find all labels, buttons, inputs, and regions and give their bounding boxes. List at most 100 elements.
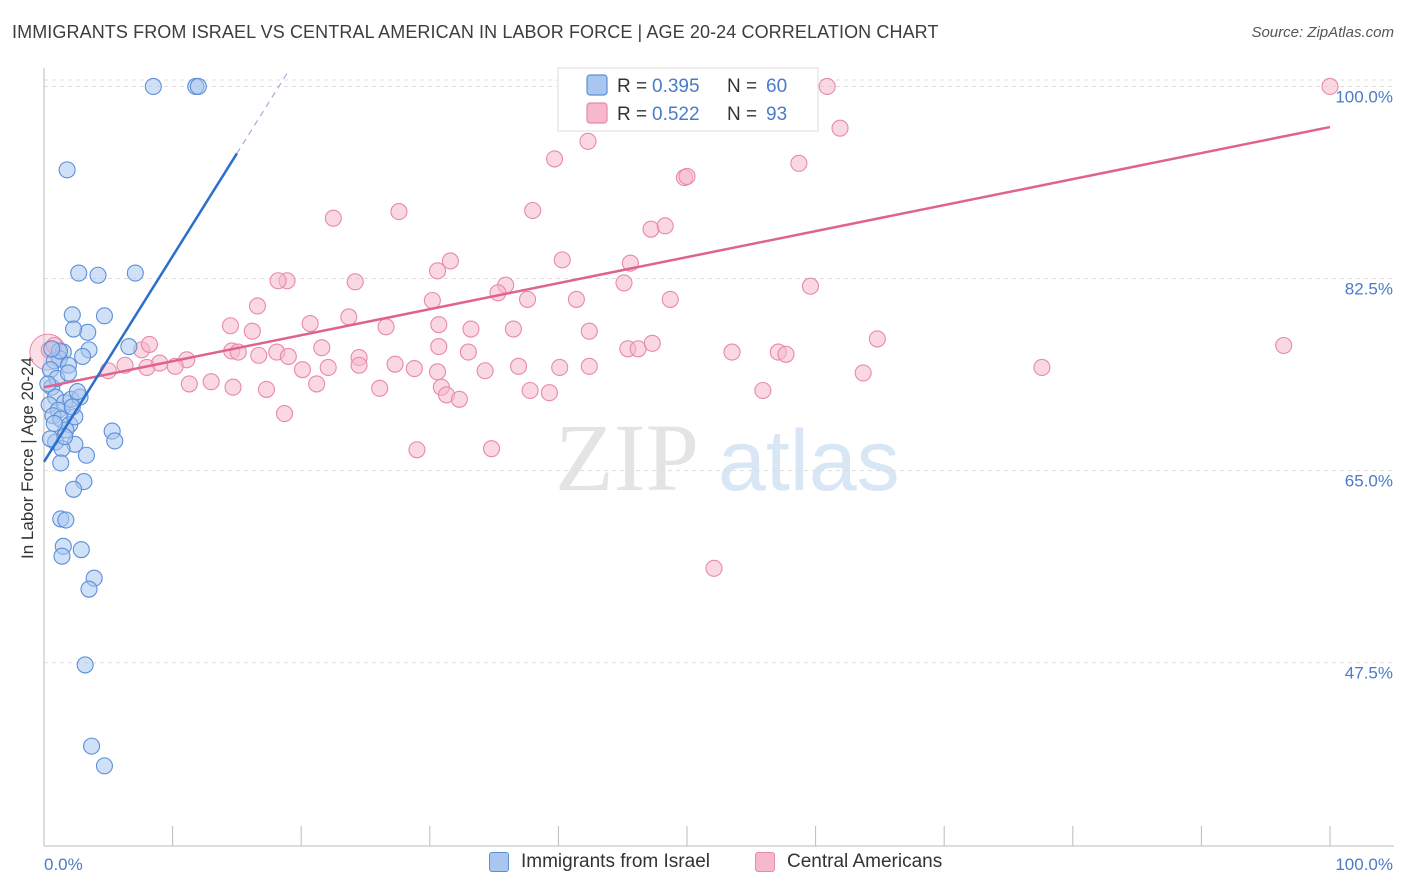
central-americans-point	[643, 334, 661, 352]
central-americans-point	[371, 379, 389, 397]
israel-point	[52, 454, 70, 472]
gridlines	[44, 79, 1394, 664]
legend-n-label-1: N =	[727, 76, 757, 97]
legend-n-value-central-americans: 93	[766, 104, 787, 125]
central-americans-point	[521, 381, 539, 400]
svg-text:R =: R =	[617, 104, 647, 125]
central-americans-point	[390, 203, 408, 221]
central-americans-point	[293, 361, 312, 379]
central-americans-point	[482, 440, 501, 458]
israel-point	[65, 320, 83, 338]
central-americans-point	[540, 384, 558, 402]
central-americans-point	[1275, 336, 1293, 355]
israel-point	[106, 432, 124, 450]
israel-trend-extension	[236, 72, 288, 154]
israel-point	[53, 547, 71, 565]
israel-point	[76, 656, 94, 674]
central-americans-point	[313, 339, 331, 357]
central-americans-point	[854, 364, 872, 382]
y-tick-label: 82.5%	[1345, 280, 1393, 299]
svg-text:93: 93	[766, 104, 787, 125]
central-americans-point	[642, 220, 660, 238]
legend-swatch-israel	[586, 74, 608, 96]
central-americans-point	[705, 559, 723, 577]
israel-point	[45, 414, 63, 432]
israel-point	[43, 340, 61, 358]
legend-label-israel: Immigrants from Israel	[521, 851, 710, 872]
central-americans-point	[818, 77, 836, 96]
central-americans-point	[450, 390, 468, 408]
israel-point	[83, 737, 101, 755]
legend-r-value-israel: 0.395	[652, 76, 700, 97]
central-americans-point	[340, 308, 358, 326]
y-tick-label: 65.0%	[1345, 472, 1393, 491]
central-americans-point	[553, 251, 571, 269]
israel-point	[189, 77, 207, 96]
legend-n-value-israel: 60	[766, 76, 787, 97]
central-americans-point	[504, 320, 522, 338]
israel-trend-line	[42, 152, 238, 463]
israel-point	[120, 338, 138, 356]
svg-text:0.395: 0.395	[652, 76, 700, 97]
central-americans-point	[1321, 77, 1339, 96]
central-americans-point	[868, 330, 886, 348]
central-americans-point	[790, 154, 808, 172]
israel-point	[39, 375, 57, 393]
central-americans-point	[324, 209, 342, 227]
israel-point	[95, 757, 113, 775]
israel-point	[57, 511, 75, 529]
central-americans-point	[423, 291, 441, 310]
y-tick-labels: 47.5% 65.0% 82.5% 100.0%	[1335, 87, 1393, 682]
legend-item-central-americans: Central Americans	[755, 851, 942, 873]
legend-swatch-central-americans	[586, 102, 608, 124]
israel-point	[63, 306, 81, 324]
central-americans-point	[567, 290, 585, 308]
israel-point	[79, 323, 97, 341]
israel-point	[126, 264, 144, 282]
central-americans-point	[441, 252, 459, 270]
central-americans-point	[430, 338, 448, 356]
israel-point	[74, 347, 92, 366]
israel-point	[58, 161, 76, 179]
central-americans-point	[279, 347, 297, 366]
central-americans-point	[1033, 358, 1051, 376]
central-americans-point	[509, 357, 528, 375]
central-americans-point	[408, 441, 426, 459]
central-americans-point	[377, 318, 395, 336]
y-tick-label: 47.5%	[1345, 664, 1393, 683]
central-americans-point	[224, 378, 242, 396]
watermark-zip: ZIP	[555, 404, 699, 511]
central-americans-point	[257, 380, 276, 398]
x-tick-label-max: 100.0%	[1335, 855, 1393, 874]
israel-point	[68, 383, 86, 401]
legend-r-value-central-americans: 0.522	[652, 104, 700, 125]
legend-r-label-2: R =	[617, 104, 647, 125]
israel-point	[77, 446, 95, 464]
central-americans-point	[405, 359, 423, 378]
israel-point	[59, 364, 77, 382]
svg-text:60: 60	[766, 76, 787, 97]
central-americans-point	[524, 201, 542, 220]
watermark-atlas: atlas	[718, 413, 900, 509]
central-americans-point	[386, 355, 404, 373]
central-americans-point	[428, 262, 447, 280]
central-americans-point	[221, 317, 240, 335]
svg-text:N =: N =	[727, 76, 757, 97]
central-americans-point	[831, 119, 849, 137]
trend-lines	[42, 72, 1331, 463]
legend-r-label-1: R =	[617, 76, 647, 97]
svg-text:0.522: 0.522	[652, 104, 700, 125]
central-americans-point	[615, 274, 633, 292]
central-americans-point	[545, 150, 564, 168]
central-americans-point	[346, 273, 364, 291]
legend-square-israel	[489, 852, 509, 872]
central-americans-point	[489, 284, 507, 302]
central-americans-point	[777, 345, 795, 363]
legend-n-label-2: N =	[727, 104, 757, 125]
central-americans-point	[243, 322, 261, 340]
central-americans-trend-line	[43, 125, 1331, 389]
x-tick-labels: 0.0% 100.0%	[44, 855, 1393, 874]
central-americans-point	[518, 290, 537, 308]
central-americans-point	[661, 290, 679, 308]
central-americans-point	[551, 358, 569, 376]
